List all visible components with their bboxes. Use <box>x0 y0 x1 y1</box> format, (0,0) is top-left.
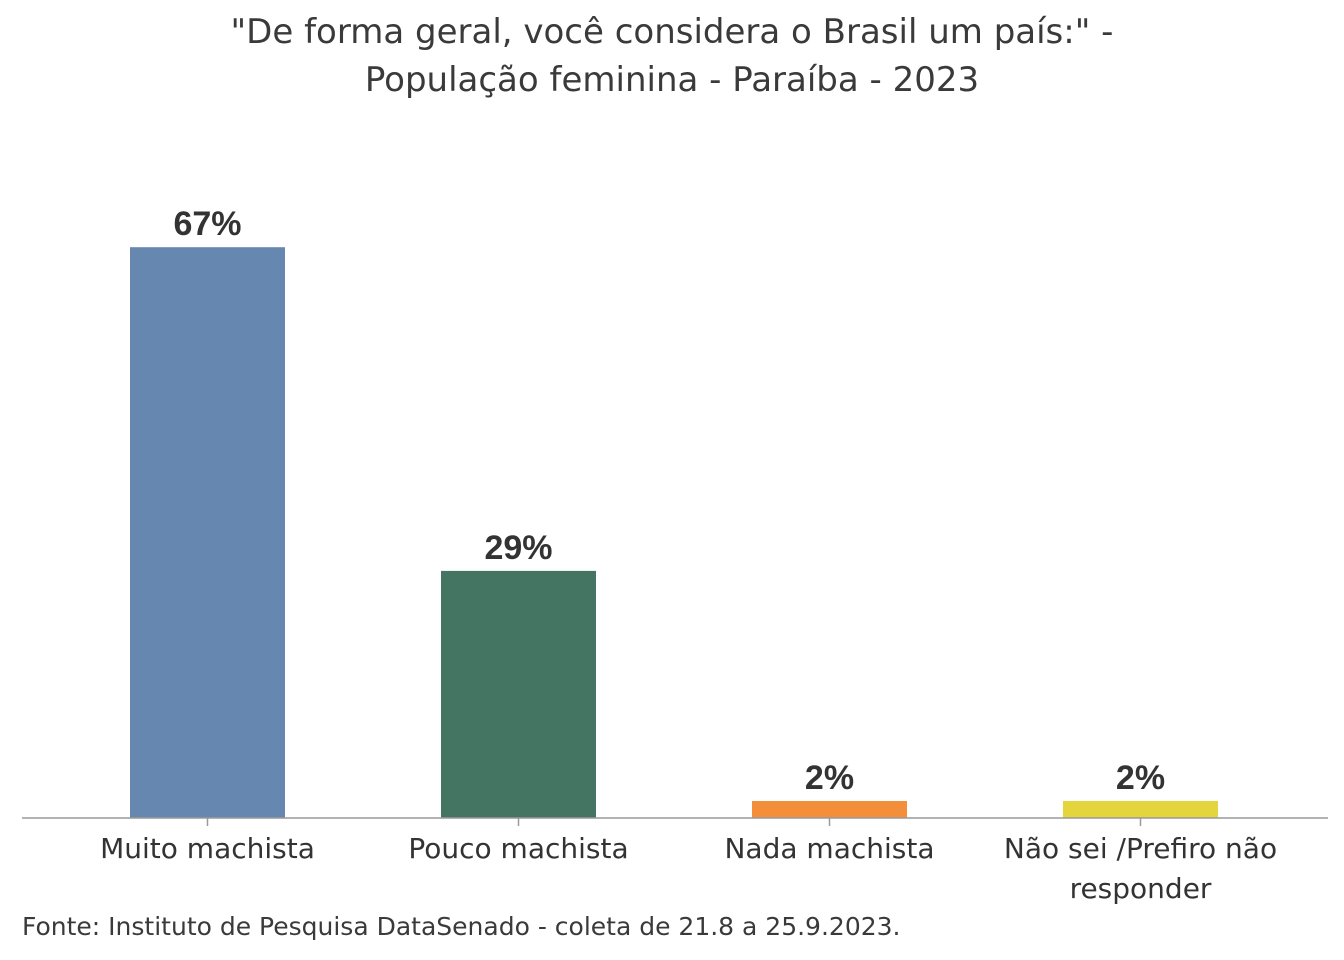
chart-title-line-2: População feminina - Paraíba - 2023 <box>364 60 980 100</box>
chart-title: "De forma geral, você considera o Brasil… <box>0 8 1344 104</box>
source-note: Fonte: Instituto de Pesquisa DataSenado … <box>22 912 901 941</box>
x-tick-label-3: Nada machista <box>724 832 934 865</box>
data-label-4: 2% <box>1116 759 1165 797</box>
x-tick-label-2: Pouco machista <box>408 832 628 865</box>
bar-1 <box>130 247 285 818</box>
bar-2 <box>441 570 596 818</box>
bar-4 <box>1063 801 1218 818</box>
x-tick-label-4-line-1: Não sei /Prefiro não <box>1004 832 1277 865</box>
x-tick-label-4-line-2: responder <box>1070 872 1212 905</box>
x-tick-label-1: Muito machista <box>100 832 315 865</box>
data-label-3: 2% <box>805 759 854 797</box>
chart-title-line-1: "De forma geral, você considera o Brasil… <box>230 12 1114 52</box>
data-label-2: 29% <box>484 529 552 567</box>
bar-3 <box>752 801 907 818</box>
data-label-1: 67% <box>173 205 241 243</box>
